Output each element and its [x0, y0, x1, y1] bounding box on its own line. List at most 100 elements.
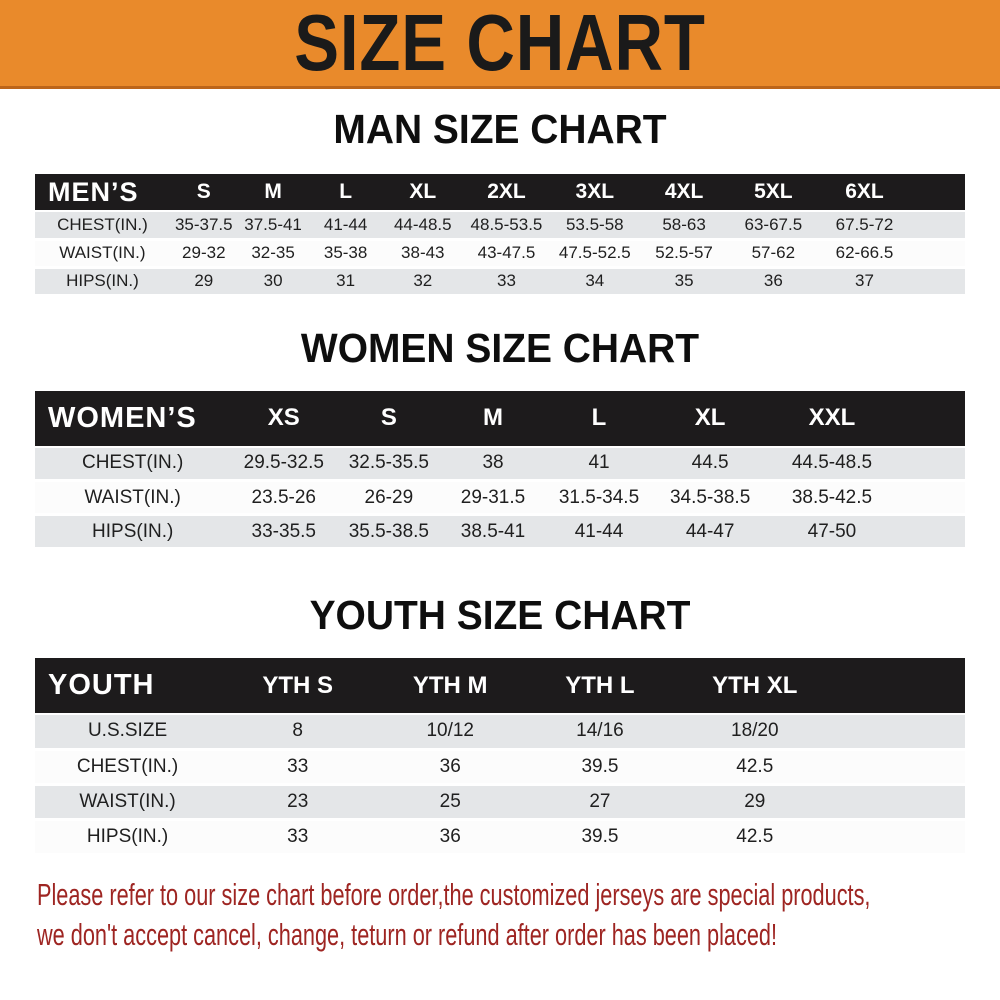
- size-column-header: 2XL: [462, 174, 551, 212]
- value-cell: 38: [440, 446, 546, 482]
- value-cell: 25: [375, 784, 526, 821]
- value-cell: 37: [817, 267, 911, 297]
- value-cell: 18/20: [674, 714, 835, 751]
- row-label-cell: U.S.SIZE: [35, 714, 221, 751]
- value-cell: 35: [639, 267, 729, 297]
- measurement-row: WAIST(IN.) 23 25 27 29: [35, 784, 965, 821]
- table-title-cell: YOUTH: [35, 658, 221, 715]
- size-column-header: 6XL: [817, 174, 911, 212]
- man-size-chart-section: MAN SIZE CHART MEN’S S M L XL 2XL 3XL 4XL 5XL 6XL…: [0, 109, 1000, 297]
- women-size-chart-section: WOMEN SIZE CHART WOMEN’S XS S M L XL XXL CHEST(…: [0, 324, 1000, 550]
- size-column-header: M: [237, 174, 309, 212]
- table-title-cell: WOMEN’S: [35, 390, 231, 448]
- value-cell: 41-44: [545, 514, 653, 550]
- value-cell: 52.5-57: [639, 239, 729, 269]
- row-filler-cell: [910, 239, 965, 269]
- row-filler-cell: [834, 749, 965, 786]
- measurement-row: CHEST(IN.) 33 36 39.5 42.5: [35, 749, 965, 786]
- measurement-row: WAIST(IN.) 29-32 32-35 35-38 38-43 43-47.5 47.…: [35, 239, 965, 269]
- value-cell: 62-66.5: [817, 239, 911, 269]
- size-column-header: XL: [652, 390, 768, 448]
- value-cell: 32: [382, 267, 463, 297]
- value-cell: 33: [462, 267, 551, 297]
- value-cell: 35-38: [308, 239, 383, 269]
- value-cell: 32-35: [237, 239, 309, 269]
- value-cell: 14/16: [525, 714, 675, 751]
- value-cell: 38.5-42.5: [767, 480, 897, 516]
- value-cell: 47-50: [767, 514, 897, 550]
- value-cell: 36: [375, 819, 526, 856]
- value-cell: 39.5: [525, 819, 675, 856]
- value-cell: 29.5-32.5: [230, 446, 338, 482]
- value-cell: 29: [169, 267, 238, 297]
- women-section-heading: WOMEN SIZE CHART: [300, 324, 700, 371]
- value-cell: 8: [220, 714, 376, 751]
- value-cell: 57-62: [728, 239, 818, 269]
- measurement-row: HIPS(IN.) 33-35.5 35.5-38.5 38.5-41 41-44 44-…: [35, 514, 965, 550]
- row-label-cell: CHEST(IN.): [35, 749, 221, 786]
- value-cell: 44.5: [652, 446, 768, 482]
- value-cell: 31: [308, 267, 383, 297]
- value-cell: 39.5: [525, 749, 675, 786]
- size-column-header: XS: [230, 390, 338, 448]
- size-column-header: YTH L: [525, 658, 675, 715]
- row-filler-cell: [910, 267, 965, 297]
- value-cell: 35.5-38.5: [337, 514, 441, 550]
- value-cell: 41-44: [308, 211, 383, 241]
- row-filler-cell: [834, 819, 965, 856]
- row-label-cell: CHEST(IN.): [35, 211, 170, 241]
- row-filler-cell: [834, 784, 965, 821]
- header-filler-cell: [896, 390, 965, 448]
- measurement-row: CHEST(IN.) 29.5-32.5 32.5-35.5 38 41 44.5 44.5…: [35, 446, 965, 482]
- size-column-header: 3XL: [550, 174, 640, 212]
- men-size-table: MEN’S S M L XL 2XL 3XL 4XL 5XL 6XL CHEST(IN.) 35-37…: [35, 174, 965, 297]
- size-column-header: S: [337, 390, 441, 448]
- value-cell: 33: [220, 819, 376, 856]
- value-cell: 32.5-35.5: [337, 446, 441, 482]
- size-column-header: L: [308, 174, 383, 212]
- value-cell: 38-43: [382, 239, 463, 269]
- value-cell: 38.5-41: [440, 514, 546, 550]
- value-cell: 29: [674, 784, 835, 821]
- row-filler-cell: [910, 211, 965, 241]
- value-cell: 44-48.5: [382, 211, 463, 241]
- value-cell: 42.5: [674, 749, 835, 786]
- row-label-cell: CHEST(IN.): [35, 446, 231, 482]
- value-cell: 29-31.5: [440, 480, 546, 516]
- size-column-header: L: [545, 390, 653, 448]
- size-column-header: XXL: [767, 390, 897, 448]
- value-cell: 30: [237, 267, 309, 297]
- size-column-header: 5XL: [728, 174, 818, 212]
- size-column-header: 4XL: [639, 174, 729, 212]
- table-header-row: YOUTH YTH S YTH M YTH L YTH XL: [35, 658, 965, 715]
- value-cell: 53.5-58: [550, 211, 640, 241]
- row-label-cell: WAIST(IN.): [35, 239, 170, 269]
- value-cell: 58-63: [639, 211, 729, 241]
- row-label-cell: WAIST(IN.): [35, 480, 231, 516]
- page-title: SIZE CHART: [294, 0, 706, 87]
- note-line-2: we don't accept cancel, change, teturn o…: [37, 916, 778, 952]
- value-cell: 31.5-34.5: [545, 480, 653, 516]
- youth-section-heading: YOUTH SIZE CHART: [309, 592, 691, 638]
- value-cell: 34: [550, 267, 640, 297]
- value-cell: 10/12: [375, 714, 526, 751]
- size-column-header: XL: [382, 174, 463, 212]
- value-cell: 26-29: [337, 480, 441, 516]
- table-title-cell: MEN’S: [35, 174, 170, 212]
- value-cell: 36: [375, 749, 526, 786]
- measurement-row: HIPS(IN.) 33 36 39.5 42.5: [35, 819, 965, 856]
- value-cell: 29-32: [169, 239, 238, 269]
- size-column-header: YTH M: [375, 658, 526, 715]
- row-label-cell: WAIST(IN.): [35, 784, 221, 821]
- value-cell: 43-47.5: [462, 239, 551, 269]
- women-size-table: WOMEN’S XS S M L XL XXL CHEST(IN.) 29.5-32.5 32.5…: [35, 390, 965, 550]
- size-column-header: M: [440, 390, 546, 448]
- value-cell: 33: [220, 749, 376, 786]
- header-filler-cell: [834, 658, 965, 715]
- size-column-header: YTH S: [220, 658, 376, 715]
- man-section-heading: MAN SIZE CHART: [333, 106, 667, 152]
- value-cell: 35-37.5: [169, 211, 238, 241]
- value-cell: 63-67.5: [728, 211, 818, 241]
- row-label-cell: HIPS(IN.): [35, 819, 221, 856]
